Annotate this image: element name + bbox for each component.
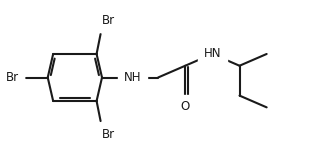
- Text: NH: NH: [124, 71, 142, 84]
- Text: Br: Br: [6, 71, 19, 84]
- Text: O: O: [181, 100, 190, 113]
- Text: Br: Br: [102, 128, 115, 141]
- Text: Br: Br: [102, 14, 115, 27]
- Text: HN: HN: [204, 47, 221, 60]
